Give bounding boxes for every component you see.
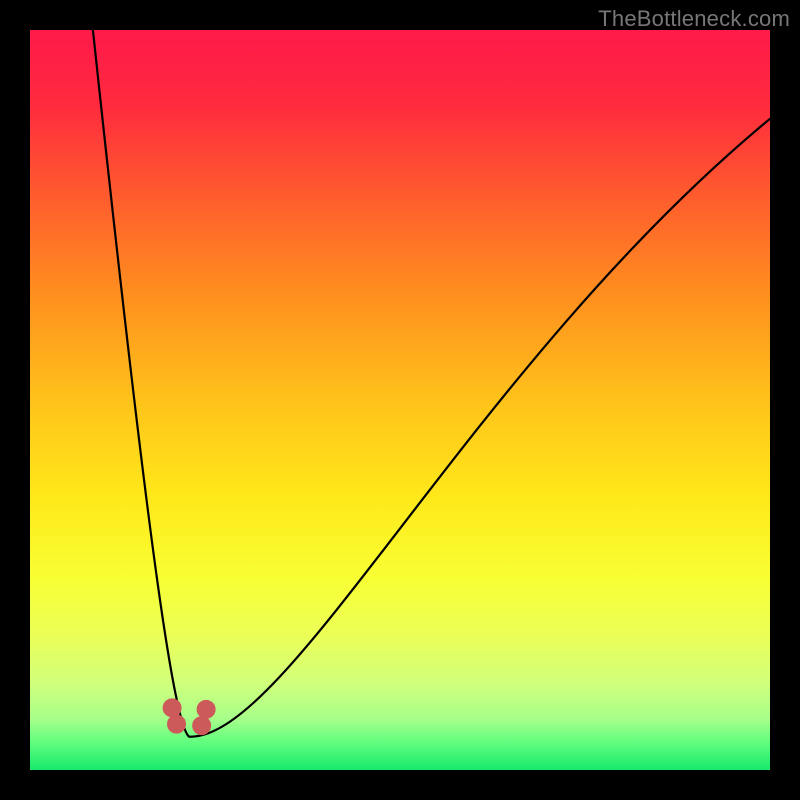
watermark-label: TheBottleneck.com	[598, 6, 790, 32]
bottleneck-chart	[0, 0, 800, 800]
marker-point	[163, 699, 181, 717]
marker-point	[168, 715, 186, 733]
plot-area	[30, 30, 770, 770]
marker-point	[197, 700, 215, 718]
chart-container: TheBottleneck.com	[0, 0, 800, 800]
marker-point	[193, 717, 211, 735]
